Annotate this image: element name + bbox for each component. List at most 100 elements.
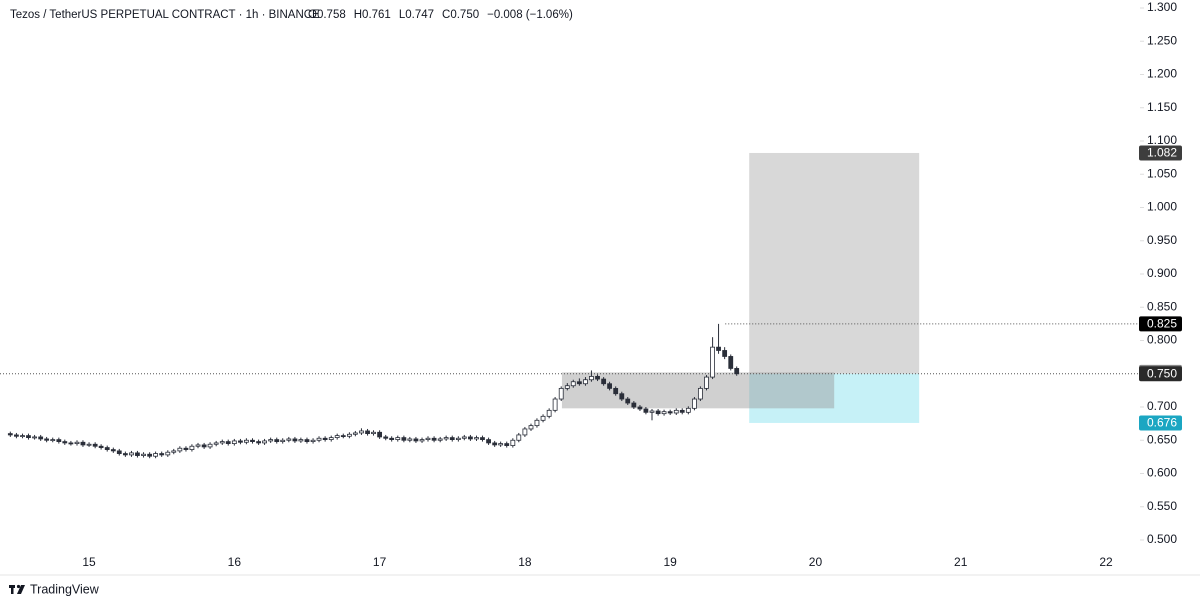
candle-body [38, 436, 44, 440]
candle-body [298, 439, 304, 442]
candle-body [292, 438, 298, 442]
y-tick-label: 1.150 [1147, 100, 1177, 114]
legend-value: 0.758 [317, 9, 346, 21]
candle-body [401, 437, 407, 441]
x-tick-label: 15 [82, 555, 96, 569]
candle-body [44, 438, 50, 441]
y-tick-label: 1.050 [1147, 166, 1177, 180]
candle-body [153, 453, 158, 457]
y-tick-label: 1.200 [1147, 67, 1177, 81]
candle-body [431, 437, 437, 441]
candle-body [595, 376, 600, 380]
candle-body [171, 450, 177, 453]
candle-body [322, 437, 328, 440]
brand-name: TradingView [30, 582, 100, 596]
candle-body [262, 440, 267, 444]
ohlc-legend: O0.758 H0.761 L0.747 C0.750 −0.008 (−1.06%) [308, 9, 573, 21]
candle-body [576, 381, 582, 385]
candle-body [68, 442, 74, 445]
candle-body [601, 378, 607, 385]
candle-body [189, 445, 195, 450]
y-tick-label: 0.800 [1147, 333, 1177, 347]
candle-body [613, 387, 619, 395]
candle-body [122, 453, 128, 456]
candle-body [540, 415, 546, 421]
y-tick-label: 1.300 [1147, 0, 1177, 14]
candle-body [570, 381, 576, 387]
candle-body [74, 441, 80, 444]
candle-body [704, 376, 709, 389]
candle-body [697, 387, 703, 400]
candle-body [607, 383, 612, 389]
legend-value: 0.761 [362, 9, 391, 21]
candle-body [14, 434, 19, 437]
candle-body [50, 439, 56, 441]
candle-body [201, 444, 207, 448]
x-tick-label: 21 [954, 555, 968, 569]
candle-body [449, 437, 455, 440]
price-label: 0.825 [1147, 317, 1177, 331]
plot-area [0, 152, 1140, 459]
candle-body [243, 439, 249, 443]
candle-body [552, 398, 558, 411]
legend-value: 0.747 [405, 9, 434, 21]
candle-body [546, 409, 552, 417]
candle-body [504, 443, 510, 446]
candle-body [498, 443, 504, 446]
candle-body [673, 409, 679, 414]
price-label-box [1139, 316, 1182, 332]
candle-body [679, 409, 685, 413]
candle-body [389, 437, 395, 440]
candle-body [286, 438, 292, 441]
candle-body [359, 430, 364, 434]
x-tick-label: 22 [1099, 555, 1113, 569]
candle-body [425, 437, 431, 440]
candle-body [159, 453, 165, 456]
legend-change: −0.008 (−1.06%) [487, 9, 573, 21]
candle-body [492, 442, 498, 446]
candle-body [219, 441, 225, 444]
candle-body [231, 440, 237, 444]
candle-body [377, 431, 383, 438]
candle-body [56, 439, 62, 442]
candle-body [116, 450, 122, 454]
legend-key: H [354, 9, 362, 21]
price-label-box [1139, 415, 1182, 431]
candle-body [32, 436, 37, 439]
y-tick-label: 1.100 [1147, 133, 1177, 147]
candle-body [352, 432, 358, 435]
candle-body [655, 410, 661, 415]
candle-body [685, 407, 691, 413]
candle-body [710, 346, 715, 378]
y-tick-label: 0.850 [1147, 299, 1177, 313]
candle-body [667, 411, 673, 414]
candle-body [268, 439, 274, 442]
chart-title: Tezos / TetherUS PERPETUAL CONTRACT · 1h… [10, 9, 320, 21]
candle-body [177, 447, 183, 452]
y-tick-label: 0.700 [1147, 399, 1177, 413]
position-zone [749, 152, 920, 374]
candle-body [631, 402, 637, 408]
candle-body [510, 439, 516, 446]
candle-body [437, 438, 443, 441]
candle-body [407, 438, 413, 441]
y-tick-label: 0.650 [1147, 432, 1177, 446]
candle-body [304, 439, 310, 442]
y-tick-label: 0.950 [1147, 233, 1177, 247]
candle-body [716, 346, 721, 351]
candle-body [455, 437, 461, 440]
candle-body [365, 430, 370, 435]
price-label-box [1139, 145, 1182, 161]
candle-body [328, 437, 334, 440]
x-tick-label: 16 [228, 555, 242, 569]
candle-body [486, 439, 491, 444]
candle-body [183, 447, 189, 450]
y-tick-label: 1.250 [1147, 33, 1177, 47]
brand-logo [9, 584, 25, 594]
candle-body [589, 376, 594, 381]
candle-body [316, 437, 322, 441]
candle-body [62, 441, 68, 444]
x-tick-label: 17 [373, 555, 387, 569]
